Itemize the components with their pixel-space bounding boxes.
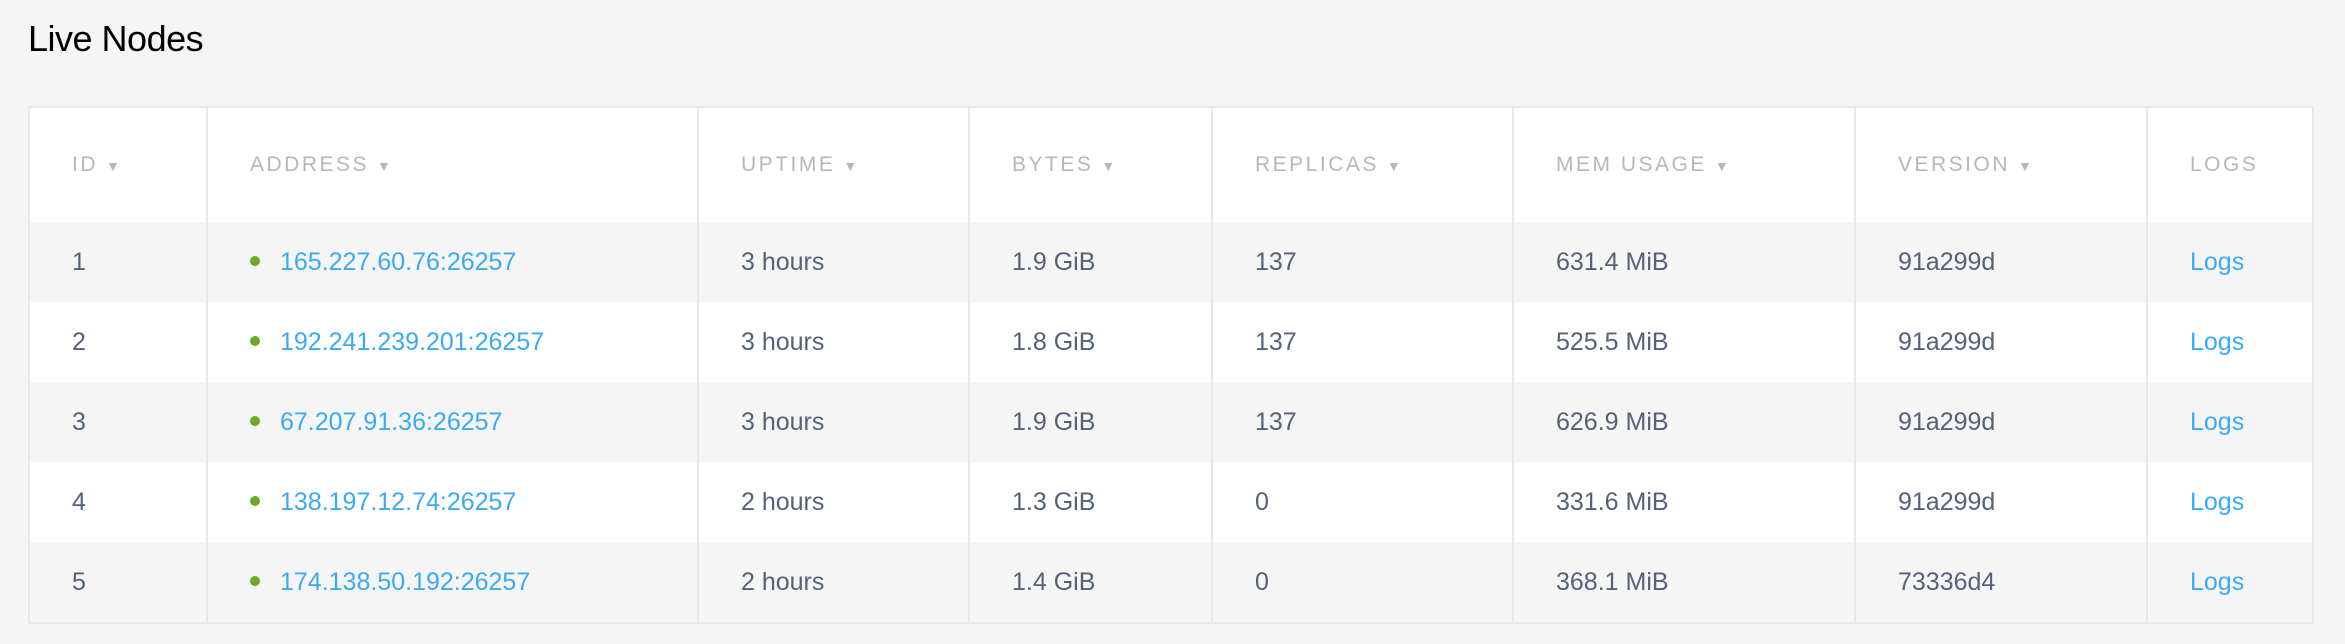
- cell-mem: 368.1 MiB: [1512, 542, 1855, 623]
- sort-caret-down-icon[interactable]: ▼: [2018, 158, 2032, 174]
- cell-mem: 631.4 MiB: [1512, 222, 1855, 302]
- cell-replicas: 137: [1211, 382, 1513, 462]
- live-nodes-table: ID ▼ ADDRESS ▼ UPTIME ▼ BYTES ▼ REPLICAS ▼ MEM USA…: [28, 106, 2314, 624]
- node-address-link[interactable]: 165.227.60.76:26257: [280, 247, 517, 276]
- cell-version: 73336d4: [1854, 542, 2147, 623]
- cell-bytes: 1.8 GiB: [968, 302, 1212, 382]
- cell-mem: 626.9 MiB: [1512, 382, 1855, 462]
- cell-logs: Logs: [2146, 382, 2313, 462]
- logs-link[interactable]: Logs: [2190, 327, 2245, 356]
- cell-logs: Logs: [2146, 302, 2313, 382]
- cell-address: 174.138.50.192:26257: [206, 542, 698, 623]
- table-row: 5 174.138.50.192:26257 2 hours 1.4 GiB 0 368.…: [29, 542, 2313, 623]
- cell-id: 4: [72, 487, 86, 516]
- sort-caret-down-icon[interactable]: ▼: [377, 158, 391, 174]
- logs-link[interactable]: Logs: [2190, 407, 2245, 436]
- cell-bytes: 1.4 GiB: [968, 542, 1212, 623]
- column-label: UPTIME: [741, 153, 836, 176]
- table-row: 1 165.227.60.76:26257 3 hours 1.9 GiB 137 631…: [29, 222, 2313, 302]
- cell-logs: Logs: [2146, 542, 2313, 623]
- cell-replicas: 137: [1211, 302, 1513, 382]
- column-header-id[interactable]: ID ▼: [29, 107, 207, 222]
- cell-mem: 525.5 MiB: [1512, 302, 1855, 382]
- column-header-logs: LOGS: [2146, 107, 2313, 222]
- cell-address: 192.241.239.201:26257: [206, 302, 698, 382]
- cell-uptime: 2 hours: [697, 542, 969, 623]
- sort-caret-down-icon[interactable]: ▼: [1714, 158, 1729, 174]
- cell-logs: Logs: [2146, 222, 2313, 302]
- sort-caret-down-icon[interactable]: ▼: [1101, 158, 1116, 174]
- column-label: BYTES: [1012, 153, 1094, 176]
- sort-caret-down-icon[interactable]: ▼: [106, 158, 120, 174]
- cell-address: 138.197.12.74:26257: [206, 462, 698, 542]
- cell-uptime: 3 hours: [697, 302, 969, 382]
- cell-id: 5: [72, 567, 86, 596]
- node-address-link[interactable]: 138.197.12.74:26257: [280, 487, 517, 516]
- live-status-dot-icon: [250, 495, 260, 506]
- logs-link[interactable]: Logs: [2190, 487, 2245, 516]
- cell-uptime: 3 hours: [697, 222, 969, 302]
- cell-replicas: 0: [1211, 462, 1513, 542]
- node-address-link[interactable]: 192.241.239.201:26257: [280, 327, 545, 356]
- cell-id: 1: [72, 247, 86, 276]
- sort-caret-down-icon[interactable]: ▼: [843, 158, 858, 174]
- column-header-address[interactable]: ADDRESS ▼: [206, 107, 698, 222]
- column-header-replicas[interactable]: REPLICAS ▼: [1211, 107, 1513, 222]
- page-title: Live Nodes: [28, 18, 204, 59]
- cell-logs: Logs: [2146, 462, 2313, 542]
- live-status-dot-icon: [250, 575, 260, 586]
- cell-replicas: 137: [1211, 222, 1513, 302]
- cell-uptime: 2 hours: [697, 462, 969, 542]
- cell-bytes: 1.3 GiB: [968, 462, 1212, 542]
- cell-version: 91a299d: [1854, 382, 2147, 462]
- cell-id: 2: [72, 327, 86, 356]
- column-label: MEM USAGE: [1556, 153, 1707, 176]
- cell-version: 91a299d: [1854, 302, 2147, 382]
- sort-caret-down-icon[interactable]: ▼: [1386, 158, 1401, 174]
- live-status-dot-icon: [250, 415, 260, 426]
- cell-address: 67.207.91.36:26257: [206, 382, 698, 462]
- node-address-link[interactable]: 67.207.91.36:26257: [280, 407, 503, 436]
- column-label: ADDRESS: [250, 153, 370, 176]
- live-status-dot-icon: [250, 335, 260, 346]
- table-row: 3 67.207.91.36:26257 3 hours 1.9 GiB 137 626.…: [29, 382, 2313, 462]
- column-header-bytes[interactable]: BYTES ▼: [968, 107, 1212, 222]
- cell-bytes: 1.9 GiB: [968, 222, 1212, 302]
- cell-bytes: 1.9 GiB: [968, 382, 1212, 462]
- column-label: ID: [72, 153, 98, 176]
- cell-id: 3: [72, 407, 86, 436]
- column-label: LOGS: [2190, 153, 2259, 176]
- cell-version: 91a299d: [1854, 222, 2147, 302]
- logs-link[interactable]: Logs: [2190, 247, 2245, 276]
- table-row: 2 192.241.239.201:26257 3 hours 1.8 GiB 137 5…: [29, 302, 2313, 382]
- cell-address: 165.227.60.76:26257: [206, 222, 698, 302]
- cell-replicas: 0: [1211, 542, 1513, 623]
- cell-mem: 331.6 MiB: [1512, 462, 1855, 542]
- cell-uptime: 3 hours: [697, 382, 969, 462]
- live-status-dot-icon: [250, 255, 260, 266]
- column-header-mem-usage[interactable]: MEM USAGE ▼: [1512, 107, 1855, 222]
- column-header-uptime[interactable]: UPTIME ▼: [697, 107, 969, 222]
- column-label: VERSION: [1898, 153, 2011, 176]
- column-header-version[interactable]: VERSION ▼: [1854, 107, 2147, 222]
- table-row: 4 138.197.12.74:26257 2 hours 1.3 GiB 0 331.6…: [29, 462, 2313, 542]
- column-label: REPLICAS: [1255, 153, 1379, 176]
- node-address-link[interactable]: 174.138.50.192:26257: [280, 567, 531, 596]
- table-header-row: ID ▼ ADDRESS ▼ UPTIME ▼ BYTES ▼ REPLICAS ▼ MEM USA…: [29, 107, 2313, 222]
- cell-version: 91a299d: [1854, 462, 2147, 542]
- logs-link[interactable]: Logs: [2190, 567, 2245, 596]
